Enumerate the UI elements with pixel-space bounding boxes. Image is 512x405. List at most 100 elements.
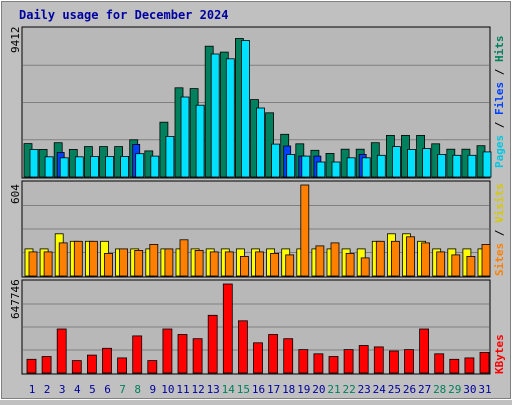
- pages-bar-25: [391, 146, 401, 178]
- kbytes-bar-21: [328, 356, 339, 374]
- sites-bar-23: [360, 257, 370, 277]
- x-label-day-11: 11: [176, 383, 189, 396]
- visits-axis-max-label: 604: [9, 184, 22, 204]
- kbytes-bar-22: [343, 349, 354, 374]
- kbytes-bar-16: [253, 342, 263, 374]
- x-label-day-10: 10: [161, 383, 174, 396]
- sites-bar-4: [73, 240, 83, 277]
- sites-bar-16: [255, 251, 264, 277]
- pages-bar-26: [407, 148, 416, 178]
- kbytes-bar-10: [162, 328, 173, 374]
- sites-bar-8: [134, 249, 144, 277]
- x-label-day-5: 5: [89, 383, 96, 396]
- kbytes-bar-1: [26, 358, 37, 374]
- kbytes-bar-25: [388, 350, 399, 374]
- sites-bar-9: [149, 243, 159, 277]
- legend-visits-sites: Sites / Visits: [493, 183, 506, 276]
- kbytes-bar-18: [283, 338, 294, 374]
- sites-bar-22: [345, 252, 355, 277]
- sites-bar-3: [58, 242, 68, 277]
- sites-bar-27: [421, 242, 431, 277]
- sites-bar-14: [224, 251, 234, 277]
- pages-bar-12: [195, 104, 205, 178]
- kbytes-bar-31: [479, 351, 490, 374]
- pages-bar-21: [331, 161, 341, 178]
- sites-bar-5: [89, 240, 98, 277]
- x-label-day-14: 14: [222, 383, 236, 396]
- kbytes-axis-max-label: 647746: [9, 279, 22, 319]
- pages-bar-15: [240, 40, 250, 178]
- x-label-day-28: 28: [433, 383, 446, 396]
- pages-bar-5: [90, 155, 99, 178]
- kbytes-bar-13: [207, 314, 218, 374]
- x-label-day-3: 3: [59, 383, 66, 396]
- pages-bar-2: [44, 156, 54, 178]
- bars: [23, 38, 492, 374]
- legend-visits: Visits: [493, 183, 506, 223]
- kbytes-bar-17: [268, 334, 279, 374]
- pages-bar-1: [29, 148, 39, 178]
- x-label-day-24: 24: [373, 383, 387, 396]
- sites-bar-15: [239, 255, 249, 277]
- x-label-day-13: 13: [207, 383, 220, 396]
- kbytes-bar-4: [71, 360, 82, 374]
- x-label-day-4: 4: [74, 383, 81, 396]
- sites-bar-24: [375, 240, 385, 277]
- kbytes-bar-7: [117, 357, 127, 374]
- pages-bar-13: [210, 53, 220, 178]
- x-label-day-19: 19: [297, 383, 310, 396]
- sites-bar-18: [285, 254, 295, 277]
- pages-bar-22: [346, 157, 356, 178]
- kbytes-bar-29: [449, 358, 460, 374]
- kbytes-bar-6: [102, 347, 112, 374]
- sites-bar-29: [451, 254, 461, 277]
- x-label-day-9: 9: [149, 383, 156, 396]
- sites-bar-1: [28, 251, 38, 277]
- kbytes-bar-8: [132, 335, 143, 374]
- x-label-day-2: 2: [44, 383, 51, 396]
- sites-bar-20: [315, 245, 325, 277]
- x-label-day-23: 23: [358, 383, 371, 396]
- x-label-day-1: 1: [29, 383, 36, 396]
- x-label-day-22: 22: [342, 383, 355, 396]
- x-label-day-12: 12: [191, 383, 204, 396]
- chart-title: Daily usage for December 2024: [19, 8, 229, 22]
- x-label-day-7: 7: [119, 383, 126, 396]
- kbytes-bar-14: [222, 283, 233, 374]
- kbytes-bar-19: [298, 349, 309, 374]
- kbytes-bar-24: [373, 346, 384, 374]
- x-label-day-21: 21: [327, 383, 340, 396]
- pages-bar-29: [452, 154, 462, 178]
- x-label-day-31: 31: [478, 383, 491, 396]
- frame-border-inner: [1, 1, 511, 399]
- sites-bar-19: [300, 184, 310, 277]
- kbytes-bar-23: [358, 345, 369, 374]
- x-label-day-17: 17: [267, 383, 280, 396]
- sites-bar-25: [390, 240, 400, 277]
- legend-sep-3: /: [493, 223, 506, 243]
- pages-bar-3: [59, 157, 69, 178]
- x-label-day-6: 6: [104, 383, 111, 396]
- kbytes-bar-28: [434, 353, 445, 374]
- pages-bar-20: [316, 161, 326, 178]
- pages-bar-14: [225, 58, 235, 178]
- pages-bar-24: [376, 154, 386, 178]
- sites-bar-17: [270, 252, 280, 277]
- legend-hits-files-pages: Pages / Files / Hits: [493, 36, 506, 169]
- kbytes-bar-11: [177, 334, 188, 374]
- kbytes-bar-2: [41, 356, 52, 374]
- legend-sep-2: /: [493, 62, 506, 82]
- kbytes-bar-9: [147, 360, 158, 374]
- pages-bar-18: [286, 154, 296, 178]
- pages-bar-7: [120, 155, 129, 178]
- x-label-day-29: 29: [448, 383, 461, 396]
- kbytes-bar-30: [464, 357, 475, 374]
- kbytes-bar-15: [237, 320, 248, 374]
- x-label-day-8: 8: [134, 383, 141, 396]
- pages-bar-11: [180, 96, 190, 178]
- legend-hits: Hits: [493, 36, 506, 63]
- x-label-day-18: 18: [282, 383, 295, 396]
- x-label-day-26: 26: [403, 383, 416, 396]
- sites-bar-7: [119, 248, 128, 277]
- x-label-day-15: 15: [237, 383, 250, 396]
